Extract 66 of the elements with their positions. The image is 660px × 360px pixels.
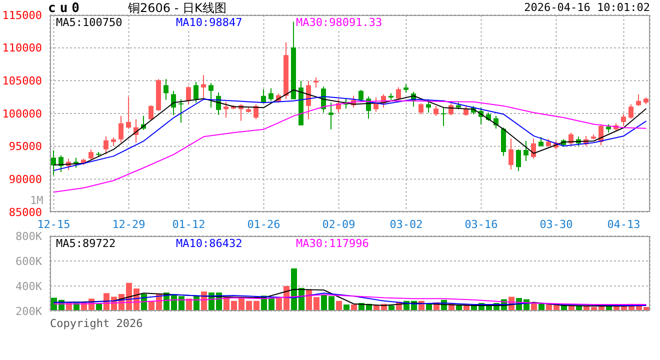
candlestick — [51, 150, 56, 176]
x-tick-label: 03-16 — [464, 218, 498, 231]
candlestick — [314, 77, 318, 88]
x-tick-label: 04-13 — [607, 218, 640, 231]
text: MA30:117996 — [295, 237, 370, 250]
candlestick — [201, 74, 206, 98]
candlestick — [396, 86, 401, 100]
candlestick — [418, 102, 424, 115]
x-tick-label: 01-12 — [172, 218, 206, 231]
candlestick — [531, 138, 536, 160]
x-tick-label: 12-29 — [112, 218, 146, 231]
chart-title: 铜2606 - 日K线图 — [128, 0, 226, 17]
text: MA30:98091.33 — [295, 16, 384, 29]
candlestick — [501, 127, 506, 157]
candlestick — [621, 114, 626, 126]
y-tick-label: 105000 — [2, 74, 42, 88]
y-tick-label: 200K — [16, 304, 42, 318]
y-tick-label: 100000 — [2, 107, 42, 120]
candlestick — [434, 105, 438, 116]
annotation: cu0 — [48, 1, 84, 16]
x-tick-label: 02-09 — [322, 218, 356, 231]
candlestick — [126, 96, 131, 130]
candlestick — [88, 148, 94, 160]
candlestick — [118, 115, 124, 144]
candlestick — [194, 81, 198, 104]
text: Copyright 2026 — [50, 317, 143, 330]
candlestick — [441, 107, 446, 126]
text: 1M — [30, 194, 44, 207]
text: MA10:86432 — [175, 237, 244, 250]
candlestick — [224, 101, 228, 118]
y-tick-label: 85000 — [8, 206, 42, 219]
candlestick — [261, 88, 266, 104]
x-tick-label: 12-15 — [37, 218, 70, 231]
y-tick-label: 800K — [16, 230, 42, 243]
candlestick — [306, 80, 311, 120]
candlestick — [328, 102, 334, 130]
y-tick-label: 400K — [16, 280, 42, 293]
x-tick-label: 03-30 — [540, 218, 573, 231]
candlestick — [524, 140, 528, 162]
text: MA5:100750 — [55, 16, 124, 29]
candlestick — [538, 136, 544, 148]
candlestick — [164, 78, 168, 100]
candlestick — [628, 104, 634, 120]
candlestick — [636, 94, 641, 106]
x-tick-label: 01-26 — [247, 218, 280, 231]
x-tick-label: 03-02 — [390, 218, 423, 231]
candlestick — [268, 88, 274, 102]
candlestick — [448, 102, 454, 116]
text: 2026-04-16 10:01:02 — [524, 1, 650, 14]
text: MA5:89722 — [55, 237, 117, 250]
y-tick-label: 90000 — [8, 173, 42, 186]
candlestick — [254, 104, 258, 120]
candlestick — [508, 138, 514, 170]
y-tick-label: 110000 — [2, 42, 42, 55]
candlestick — [148, 104, 154, 120]
candlestick — [171, 90, 176, 116]
candlestick — [374, 97, 378, 112]
candlestick — [208, 82, 214, 108]
candlestick — [178, 98, 184, 124]
candlestick — [104, 136, 108, 155]
y-tick-label: 115000 — [2, 8, 42, 22]
text: MA10:98847 — [175, 16, 244, 29]
candlestick — [516, 148, 521, 172]
y-tick-label: 600K — [16, 254, 42, 268]
candlestick — [186, 86, 191, 105]
y-tick-label: 95000 — [8, 140, 42, 154]
